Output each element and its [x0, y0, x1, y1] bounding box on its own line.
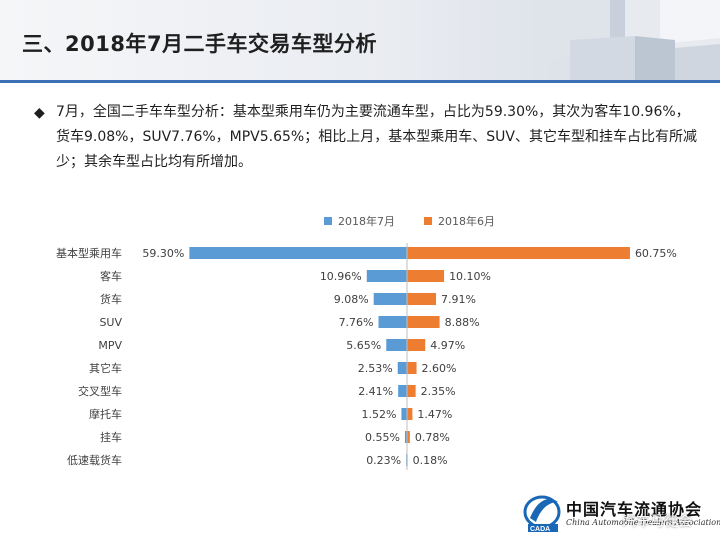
bar-june [407, 316, 440, 328]
bar-july [401, 408, 407, 420]
value-labels: 59.30% 60.75% 10.96% 10.10% 9.08% 7.91% 7.76% 8… [142, 247, 676, 467]
bar-june [407, 270, 445, 282]
bar-june [407, 293, 437, 305]
data-label-june: 2.60% [422, 362, 457, 375]
data-label-july: 2.53% [358, 362, 393, 375]
data-label-july: 5.65% [346, 339, 381, 352]
data-label-june: 60.75% [635, 247, 677, 260]
page-title: 三、2018年7月二手车交易车型分析 [22, 32, 378, 56]
data-label-june: 2.35% [421, 385, 456, 398]
bar-june [407, 339, 426, 351]
category-label: MPV [98, 339, 122, 352]
legend-swatch-1 [324, 217, 332, 225]
category-label: 货车 [100, 292, 122, 306]
bar-july [386, 339, 407, 351]
logo-chinese-name: 中国汽车流通协会 [566, 500, 703, 519]
header-banner: 三、2018年7月二手车交易车型分析 [0, 0, 720, 80]
bar-july [373, 293, 407, 305]
data-label-june: 4.97% [430, 339, 465, 352]
header-cubes-decoration [540, 0, 720, 80]
bar-june [407, 431, 410, 443]
data-label-july: 59.30% [142, 247, 184, 260]
bar-july [398, 385, 407, 397]
legend-label-2: 2018年6月 [438, 214, 495, 228]
bullet-diamond-icon: ◆ [34, 105, 45, 121]
data-label-june: 0.78% [415, 431, 450, 444]
logo-abbr: CADA [530, 526, 550, 533]
bar-june [407, 247, 630, 259]
data-label-july: 0.55% [365, 431, 400, 444]
data-label-july: 0.23% [366, 454, 401, 467]
category-label: 摩托车 [89, 407, 122, 421]
cada-logo-icon: CADA [523, 495, 561, 533]
summary-paragraph: ◆ 7月，全国二手车车型分析：基本型乘用车仍为主要流通车型，占比为59.30%，… [34, 100, 699, 175]
category-label: SUV [99, 316, 122, 329]
data-label-july: 7.76% [339, 316, 374, 329]
logo-english-name: China Automobile Dealers Association [566, 518, 720, 527]
chart-legend: 2018年7月 2018年6月 [324, 214, 495, 228]
bar-june [407, 362, 417, 374]
data-label-june: 7.91% [441, 293, 476, 306]
chart-bars [189, 247, 630, 466]
bar-june [407, 408, 413, 420]
category-label: 客车 [100, 269, 122, 283]
legend-swatch-2 [424, 217, 432, 225]
summary-text: 7月，全国二手车车型分析：基本型乘用车仍为主要流通车型，占比为59.30%，其次… [56, 104, 697, 170]
data-label-july: 9.08% [334, 293, 369, 306]
data-label-july: 2.41% [358, 385, 393, 398]
data-label-july: 1.52% [361, 408, 396, 421]
bar-july [189, 247, 407, 259]
bar-june [407, 385, 416, 397]
data-label-june: 8.88% [445, 316, 480, 329]
bar-july [397, 362, 407, 374]
watermark-text: 汽车马徒会 [622, 514, 692, 530]
header-divider [0, 80, 720, 83]
category-label: 交叉型车 [78, 384, 122, 398]
data-label-june: 10.10% [449, 270, 491, 283]
category-label: 基本型乘用车 [56, 246, 122, 260]
category-label: 挂车 [100, 430, 122, 444]
bar-july [366, 270, 407, 282]
category-label: 其它车 [89, 361, 122, 375]
bar-july [404, 431, 407, 443]
data-label-june: 0.18% [413, 454, 448, 467]
legend-label-1: 2018年7月 [338, 214, 395, 228]
data-label-july: 10.96% [320, 270, 362, 283]
category-label: 低速载货车 [67, 453, 122, 467]
bar-july [378, 316, 407, 328]
data-label-june: 1.47% [417, 408, 452, 421]
